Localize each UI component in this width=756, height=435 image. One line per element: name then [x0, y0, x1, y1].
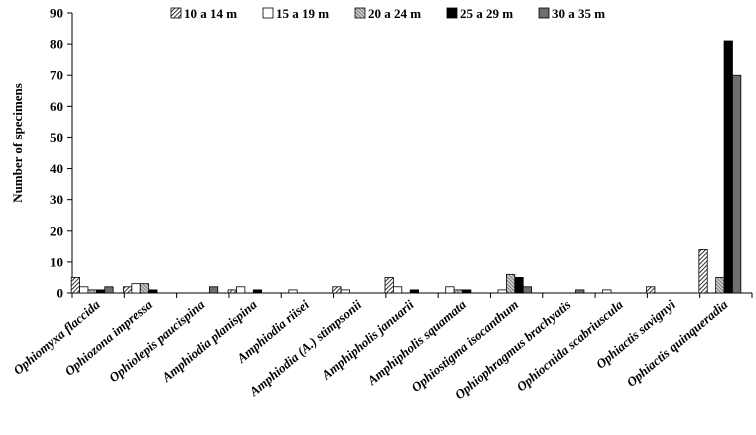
category-label: Ophiactis quinqueradia: [624, 296, 731, 389]
y-axis-label: Number of specimens: [10, 83, 25, 203]
bar: [522, 286, 533, 294]
bar: [79, 286, 89, 294]
y-tick-label: 90: [50, 6, 63, 21]
bar: [227, 289, 237, 294]
bar: [384, 277, 394, 294]
bar: [148, 289, 158, 294]
bar: [575, 289, 585, 294]
category-label: Ophiozona impressa: [62, 296, 156, 378]
bar: [392, 286, 403, 294]
bar: [698, 249, 708, 294]
bar: [123, 286, 133, 294]
bar: [252, 289, 263, 294]
y-tick-label: 0: [57, 286, 64, 301]
category-label: Ophiolepis paucispina: [106, 296, 208, 385]
legend-label: 10 a 14 m: [184, 6, 237, 21]
bar: [236, 286, 246, 294]
bar: [646, 286, 656, 294]
bars: [70, 40, 742, 294]
x-axis: [71, 292, 753, 298]
category-label: Amphiodia planispina: [158, 296, 260, 385]
legend-label: 30 a 35 m: [552, 6, 605, 21]
legend: 10 a 14 m 15 a 19 m 20 a 24 m 25 a 29 m 30 a…: [170, 6, 605, 21]
legend-label: 20 a 24 m: [368, 6, 421, 21]
bar: [453, 289, 463, 294]
bar: [409, 289, 420, 294]
bar: [732, 74, 742, 294]
bar: [340, 289, 350, 294]
y-tick-label: 80: [50, 37, 63, 52]
bar: [514, 277, 524, 294]
y-tick-label: 20: [50, 223, 63, 238]
bar: [288, 289, 298, 294]
y-tick-label: 60: [50, 99, 63, 114]
bar: [104, 286, 114, 294]
y-tick-label: 10: [50, 254, 63, 269]
bar: [208, 286, 219, 294]
y-tick-label: 50: [50, 130, 63, 145]
legend-swatch: [538, 7, 550, 19]
bar: [95, 289, 106, 294]
y-tick-label: 40: [50, 161, 63, 176]
category-label: Amphipholis januarii: [318, 297, 417, 383]
bar: [506, 273, 516, 294]
y-axis: 0 10 20 30 40 50 60 70 80 90: [50, 6, 73, 301]
legend-label: 25 a 29 m: [460, 6, 513, 21]
bar: [445, 286, 455, 294]
legend-swatch: [354, 7, 366, 19]
category-label: Amphipholis squamata: [364, 296, 470, 388]
bar: [139, 283, 150, 294]
bar: [70, 277, 80, 294]
y-tick-label: 70: [50, 68, 63, 83]
bar: [715, 277, 725, 294]
legend-label: 15 a 19 m: [276, 6, 329, 21]
bar: [87, 289, 97, 294]
legend-swatch: [262, 7, 274, 19]
bar: [723, 40, 733, 294]
legend-swatch: [446, 7, 458, 19]
bar: [497, 289, 507, 294]
bar: [602, 289, 612, 294]
y-tick-label: 30: [50, 192, 63, 207]
legend-swatch: [170, 7, 182, 19]
bar: [332, 286, 342, 294]
category-label: Ophiomyxa flaccida: [10, 296, 103, 377]
bar: [131, 283, 141, 294]
bar: [462, 289, 472, 294]
